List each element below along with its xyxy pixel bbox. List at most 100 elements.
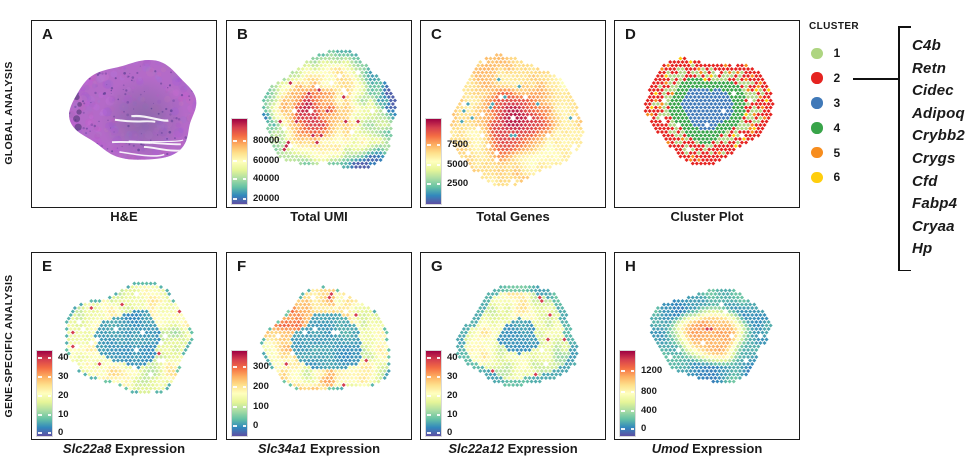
panel-d-caption: Cluster Plot [614, 209, 800, 224]
colorbar-tick-dash [631, 390, 634, 393]
colorbar-tick-dash [233, 366, 237, 369]
colorbar-tick-dash [233, 178, 237, 181]
colorbar-gradient [231, 350, 248, 437]
colorbar-tick-dash [621, 409, 625, 412]
cluster-3-label: 3 [833, 95, 841, 110]
panel-c-spot-plot [421, 21, 604, 206]
colorbar-tick-label: 40000 [253, 173, 280, 185]
panel-c-colorbar: 7500 5000 2500 [425, 118, 468, 205]
panel-g-spot-plot [421, 253, 604, 438]
colorbar-tick-label: 60000 [253, 154, 280, 166]
panel-c: C 7500 5000 2500 [420, 20, 606, 208]
colorbar-tick-label: 100 [253, 401, 269, 413]
gene-list-bracket-bottom-tick [898, 269, 911, 271]
colorbar-tick-label: 0 [253, 419, 259, 431]
panel-b-caption-text: Total UMI [290, 209, 348, 224]
colorbar-tick-dash [233, 406, 237, 409]
panel-h-caption-text: Expression [688, 441, 763, 456]
colorbar-tick-label: 40 [447, 351, 458, 363]
colorbar-gradient [425, 350, 442, 437]
gene-item: C4b [912, 37, 941, 54]
gene-item: Fabp4 [912, 195, 958, 213]
colorbar-tick-dash [243, 197, 246, 200]
colorbar-tick-label: 80000 [253, 135, 280, 147]
colorbar-tick-label: 5000 [447, 158, 469, 170]
colorbar-gradient [425, 118, 442, 205]
panel-g-caption-text: Expression [503, 441, 578, 456]
cluster-2-label: 2 [833, 71, 841, 86]
colorbar-tick-dash [233, 424, 237, 427]
panel-g-caption-gene: Slc22a12 [448, 441, 504, 456]
panel-f: F 300 200 100 0 [226, 252, 412, 440]
panel-c-letter: C [431, 26, 443, 43]
cluster-3-dot [811, 97, 823, 109]
colorbar-tick-dash [38, 432, 42, 435]
legend-item-cluster-6: 6 [811, 165, 840, 190]
panel-h-letter: H [625, 258, 637, 275]
colorbar-tick-dash [48, 432, 51, 435]
colorbar-tick-label: 10 [447, 408, 458, 420]
cluster-5-dot [811, 146, 823, 159]
colorbar-tick-dash [38, 356, 42, 359]
colorbar-tick-dash [38, 395, 42, 398]
colorbar-tick-dash [621, 390, 625, 393]
cluster2-gene-list: C4b Retn Cidec Adipoq Crybb2 Crygs Cfd F… [912, 35, 965, 261]
panel-h-caption: Umod Expression [614, 441, 800, 456]
colorbar-tick-dash [243, 385, 246, 388]
panel-b-colorbar: 80000 60000 40000 20000 [231, 118, 279, 205]
section-label-gene-specific-analysis: GENE-SPECIFIC ANALYSIS [3, 274, 15, 418]
panel-d-cluster-plot [615, 21, 798, 206]
cluster-2-dot [811, 72, 823, 84]
colorbar-tick-label: 40 [58, 351, 69, 363]
colorbar-tick-label: 7500 [447, 139, 469, 151]
legend-item-cluster-1: 1 [811, 41, 840, 66]
colorbar-tick-label: 300 [253, 361, 269, 373]
colorbar-tick-dash [243, 159, 246, 162]
cluster-6-label: 6 [833, 170, 841, 185]
panel-f-spot-plot [227, 253, 410, 438]
colorbar-tick-dash [437, 163, 440, 166]
panel-e-colorbar: 40 30 20 10 0 [36, 350, 69, 438]
cluster-5-label: 5 [833, 145, 841, 160]
colorbar-tick-dash [243, 178, 246, 181]
colorbar-tick-label: 30 [58, 370, 69, 382]
colorbar-tick-dash [427, 182, 431, 185]
colorbar-tick-label: 0 [447, 427, 453, 439]
panel-h-caption-gene: Umod [651, 441, 689, 456]
colorbar-tick-dash [243, 424, 246, 427]
colorbar-tick-label: 800 [641, 385, 657, 397]
panel-d-letter: D [625, 26, 637, 43]
colorbar-tick-dash [48, 375, 51, 378]
gene-item: Hp [912, 240, 933, 258]
gene-item: Crybb2 [912, 127, 965, 145]
colorbar-tick-dash [427, 395, 431, 398]
colorbar-tick-dash [621, 428, 625, 431]
colorbar-tick-dash [233, 385, 237, 388]
colorbar-tick-dash [427, 144, 431, 147]
panel-d-caption-text: Cluster Plot [670, 209, 744, 224]
panel-h: H 1200 800 400 0 [614, 252, 800, 440]
panel-f-caption-text: Expression [306, 441, 381, 456]
colorbar-tick-dash [427, 432, 431, 435]
gene-item: Retn [912, 59, 947, 77]
colorbar-tick-label: 400 [641, 404, 657, 416]
colorbar-tick-dash [243, 140, 246, 143]
cluster-6-dot [811, 171, 823, 184]
panel-a-caption: H&E [31, 209, 217, 224]
panel-g: G 40 30 20 10 0 [420, 252, 606, 440]
colorbar-tick-label: 2500 [447, 177, 469, 189]
panel-f-letter: F [237, 258, 247, 275]
panel-f-caption-gene: Slc34a1 [257, 441, 307, 456]
gene-item: Cidec [912, 82, 954, 100]
gene-item: Cryaa [912, 217, 955, 235]
panel-g-caption: Slc22a12 Expression [420, 441, 606, 456]
colorbar-tick-dash [48, 413, 51, 416]
colorbar-gradient [619, 350, 636, 437]
panel-e: E 40 30 20 10 0 [31, 252, 217, 440]
cluster-legend-title: CLUSTER [809, 21, 860, 32]
panel-e-caption: Slc22a8 Expression [31, 441, 217, 456]
panel-b: B 80000 60000 40000 20000 [226, 20, 412, 208]
gene-item: Adipoq [912, 104, 965, 122]
colorbar-tick-dash [437, 413, 440, 416]
